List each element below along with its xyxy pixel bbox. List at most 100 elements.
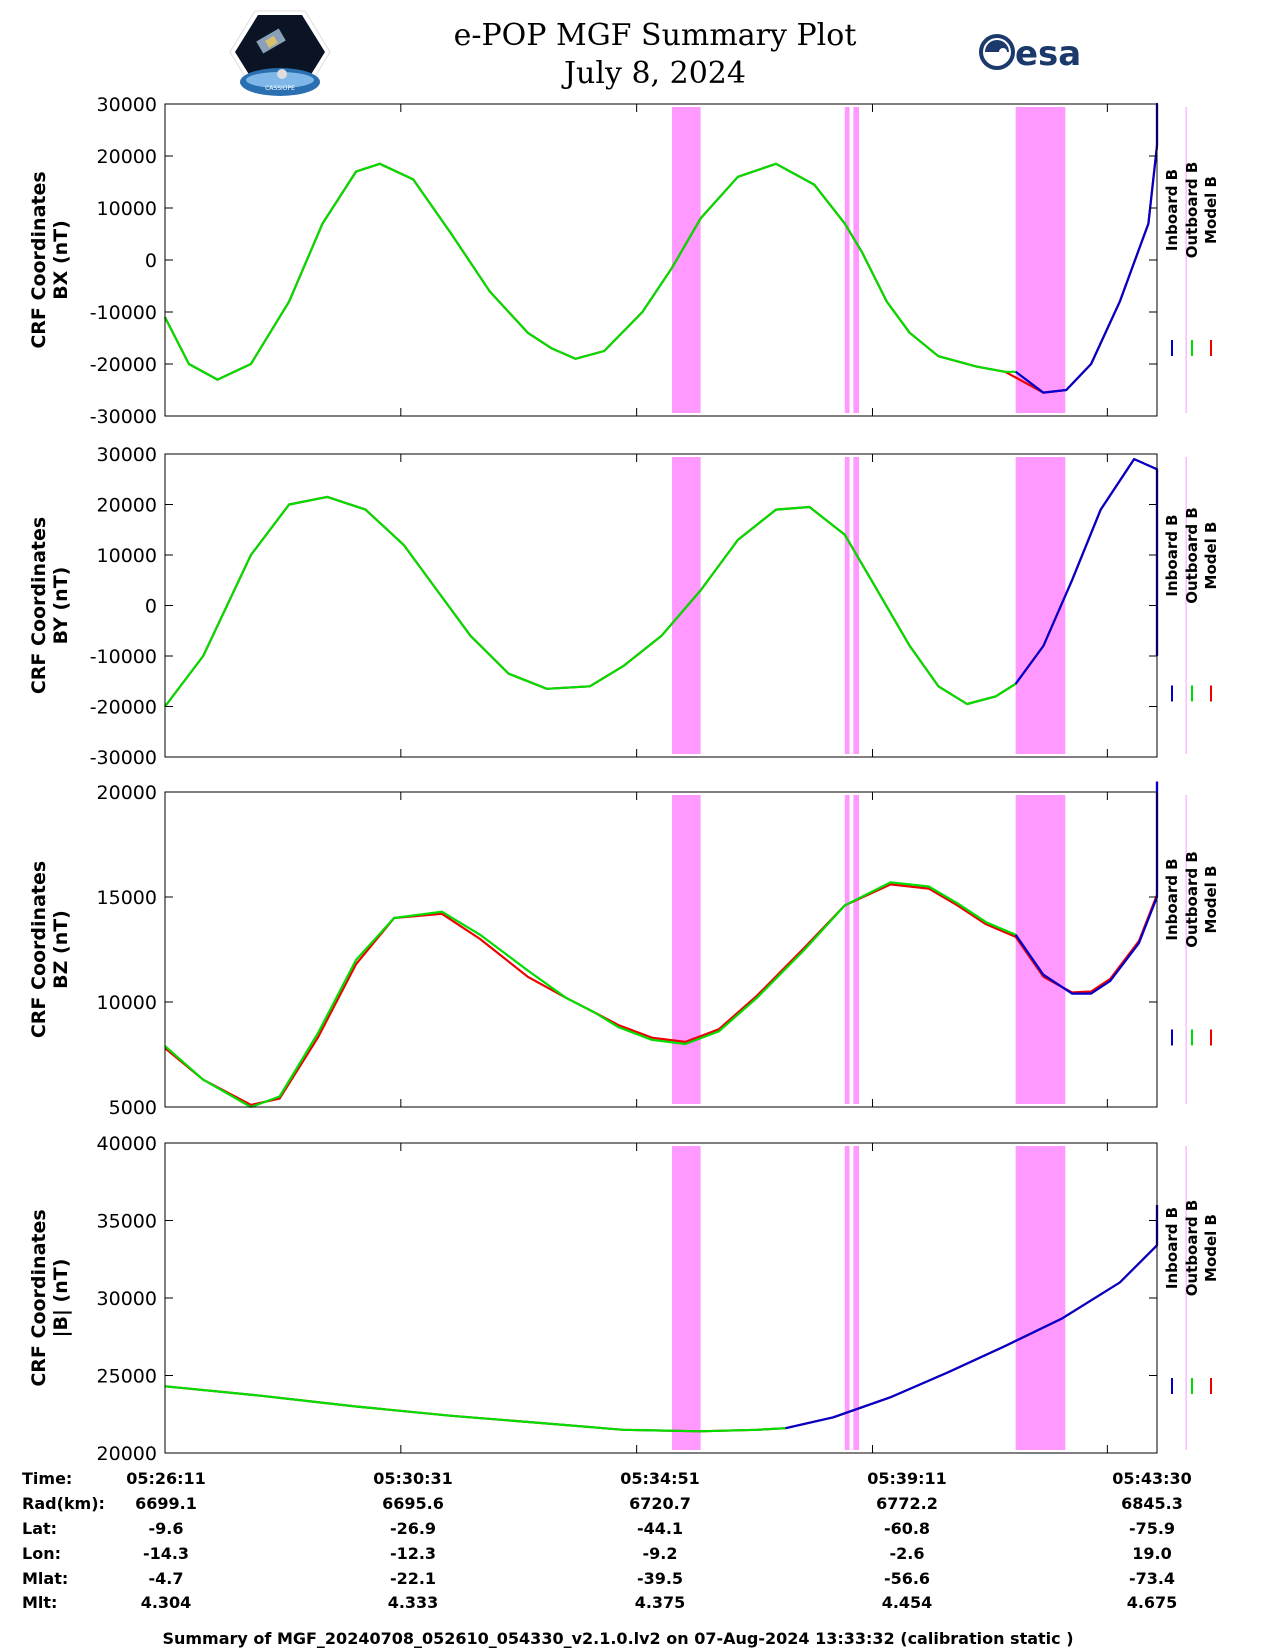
- table-cell: -26.9: [390, 1519, 436, 1538]
- table-cell: -56.6: [884, 1569, 930, 1588]
- table-cell: 6720.7: [629, 1494, 691, 1513]
- y-axis-label-line: CRF Coordinates: [28, 517, 50, 694]
- y-axis-label-line: CRF Coordinates: [28, 1209, 50, 1386]
- shaded-interval: [853, 1146, 860, 1450]
- series-line-outboard-b: [164, 162, 1016, 381]
- y-tick-label: 15000: [97, 887, 157, 909]
- table-cell: -39.5: [637, 1569, 683, 1588]
- y-tick-label: 30000: [97, 94, 157, 116]
- table-cell: 4.333: [388, 1593, 439, 1612]
- shaded-interval: [844, 1146, 850, 1450]
- table-cell: 6695.6: [382, 1494, 444, 1513]
- shaded-interval: [844, 457, 850, 754]
- plot-frame: [164, 1142, 1158, 1454]
- table-column-5: 05:43:30 6845.3 -75.9 19.0 -73.4 4.675: [1112, 1469, 1192, 1612]
- y-tick-label: 10000: [97, 992, 157, 1014]
- table-cell: -60.8: [884, 1519, 930, 1538]
- series-line-model-b: [164, 1205, 1159, 1433]
- table-cell: -75.9: [1129, 1519, 1175, 1538]
- plot-title: e-POP MGF Summary Plot: [454, 18, 857, 53]
- series-line-inboard-b: [785, 1205, 1159, 1430]
- chart-panel-3: 20000 15000 10000 5000 CRF CoordinatesBZ (nT…: [28, 781, 1220, 1119]
- row-label-rad: Rad(km):: [22, 1494, 105, 1513]
- shaded-interval: [853, 107, 860, 413]
- y-tick-label: 0: [145, 250, 157, 272]
- legend-entry: Outboard B: [1183, 507, 1201, 604]
- y-axis-label-line: |B| (nT): [50, 1259, 72, 1338]
- table-cell: -9.6: [149, 1519, 184, 1538]
- series-line-outboard-b: [164, 881, 1017, 1109]
- legend-entry: Model B: [1202, 1214, 1220, 1282]
- y-tick-label: 20000: [97, 146, 157, 168]
- y-tick-label: 20000: [97, 495, 157, 517]
- table-column-4: 05:39:11 6772.2 -60.8 -2.6 -56.6 4.454: [867, 1469, 947, 1612]
- table-column-1: 05:26:11 6699.1 -9.6 -14.3 -4.7 4.304: [126, 1469, 206, 1612]
- shaded-interval: [844, 795, 850, 1104]
- row-label-lat: Lat:: [22, 1519, 57, 1538]
- legend-entry: Model B: [1202, 866, 1220, 934]
- y-tick-label: -20000: [90, 697, 157, 719]
- legend-entry: Inboard B: [1163, 514, 1181, 596]
- y-tick-label: 0: [145, 596, 157, 618]
- table-cell: 6845.3: [1121, 1494, 1183, 1513]
- y-tick-label: 40000: [97, 1133, 157, 1155]
- ephemeris-table: Time: Rad(km): Lat: Lon: Mlat: Mlt: 05:2…: [22, 1469, 1192, 1612]
- esa-logo-icon: esa: [979, 34, 1081, 74]
- shaded-interval: [1015, 107, 1066, 413]
- y-tick-label: 25000: [97, 1366, 157, 1388]
- y-tick-label: 5000: [109, 1097, 157, 1119]
- series-line-outboard-b: [164, 1385, 786, 1433]
- table-cell: 05:30:31: [373, 1469, 453, 1488]
- y-tick-label: -30000: [90, 406, 157, 428]
- y-tick-label: 10000: [97, 545, 157, 567]
- y-axis-label-line: BX (nT): [50, 220, 72, 300]
- table-cell: 05:39:11: [867, 1469, 947, 1488]
- table-column-2: 05:30:31 6695.6 -26.9 -12.3 -22.1 4.333: [373, 1469, 453, 1612]
- table-cell: -12.3: [390, 1544, 436, 1563]
- shaded-interval: [1185, 795, 1187, 1104]
- shaded-interval: [853, 457, 860, 754]
- shaded-interval: [671, 1146, 701, 1450]
- y-axis-label-line: BY (nT): [50, 567, 72, 645]
- shaded-interval: [853, 795, 860, 1104]
- table-cell: 05:43:30: [1112, 1469, 1192, 1488]
- series-line-outboard-b: [164, 495, 1017, 708]
- table-cell: 6699.1: [135, 1494, 197, 1513]
- chart-panel-1: 30000 20000 10000 0 -10000 -20000 -30000 CRF Co…: [28, 94, 1220, 428]
- legend-entry: Inboard B: [1163, 858, 1181, 940]
- shaded-interval: [1185, 107, 1187, 413]
- plot-frame: [164, 791, 1158, 1108]
- table-cell: 4.675: [1127, 1593, 1178, 1612]
- table-cell: -73.4: [1129, 1569, 1175, 1588]
- y-tick-label: -10000: [90, 646, 157, 668]
- y-tick-label: -20000: [90, 354, 157, 376]
- row-label-time: Time:: [22, 1469, 72, 1488]
- legend-entry: Inboard B: [1163, 169, 1181, 251]
- y-axis-label-line: CRF Coordinates: [28, 171, 50, 348]
- shaded-interval: [844, 107, 850, 413]
- shaded-interval: [1185, 457, 1187, 754]
- table-cell: 19.0: [1132, 1544, 1171, 1563]
- y-tick-label: -10000: [90, 302, 157, 324]
- legend-entry: Model B: [1202, 522, 1220, 590]
- table-cell: -14.3: [143, 1544, 189, 1563]
- shaded-interval: [671, 795, 701, 1104]
- shaded-interval: [1185, 1146, 1187, 1450]
- y-tick-label: 30000: [97, 1288, 157, 1310]
- cassiope-logo-text: CASSIOPE: [265, 85, 295, 92]
- legend-entry: Inboard B: [1163, 1207, 1181, 1289]
- chart-panel-2: 30000 20000 10000 0 -10000 -20000 -30000 CRF Co…: [28, 444, 1220, 769]
- table-cell: 05:34:51: [620, 1469, 700, 1488]
- y-tick-label: 20000: [97, 782, 157, 804]
- y-tick-label: 20000: [97, 1443, 157, 1465]
- table-column-3: 05:34:51 6720.7 -44.1 -9.2 -39.5 4.375: [620, 1469, 700, 1612]
- y-axis-label-line: CRF Coordinates: [28, 861, 50, 1038]
- cassiope-logo-icon: CASSIOPE: [229, 10, 331, 96]
- table-cell: 4.375: [635, 1593, 686, 1612]
- y-tick-label: -30000: [90, 747, 157, 769]
- plot-panels: 30000 20000 10000 0 -10000 -20000 -30000 CRF Co…: [28, 94, 1220, 1465]
- y-tick-label: 35000: [97, 1211, 157, 1233]
- series-line-model-b: [164, 458, 1159, 708]
- chart-panel-4: 40000 35000 30000 25000 20000 CRF Coordinates…: [28, 1133, 1220, 1465]
- table-cell: -44.1: [637, 1519, 683, 1538]
